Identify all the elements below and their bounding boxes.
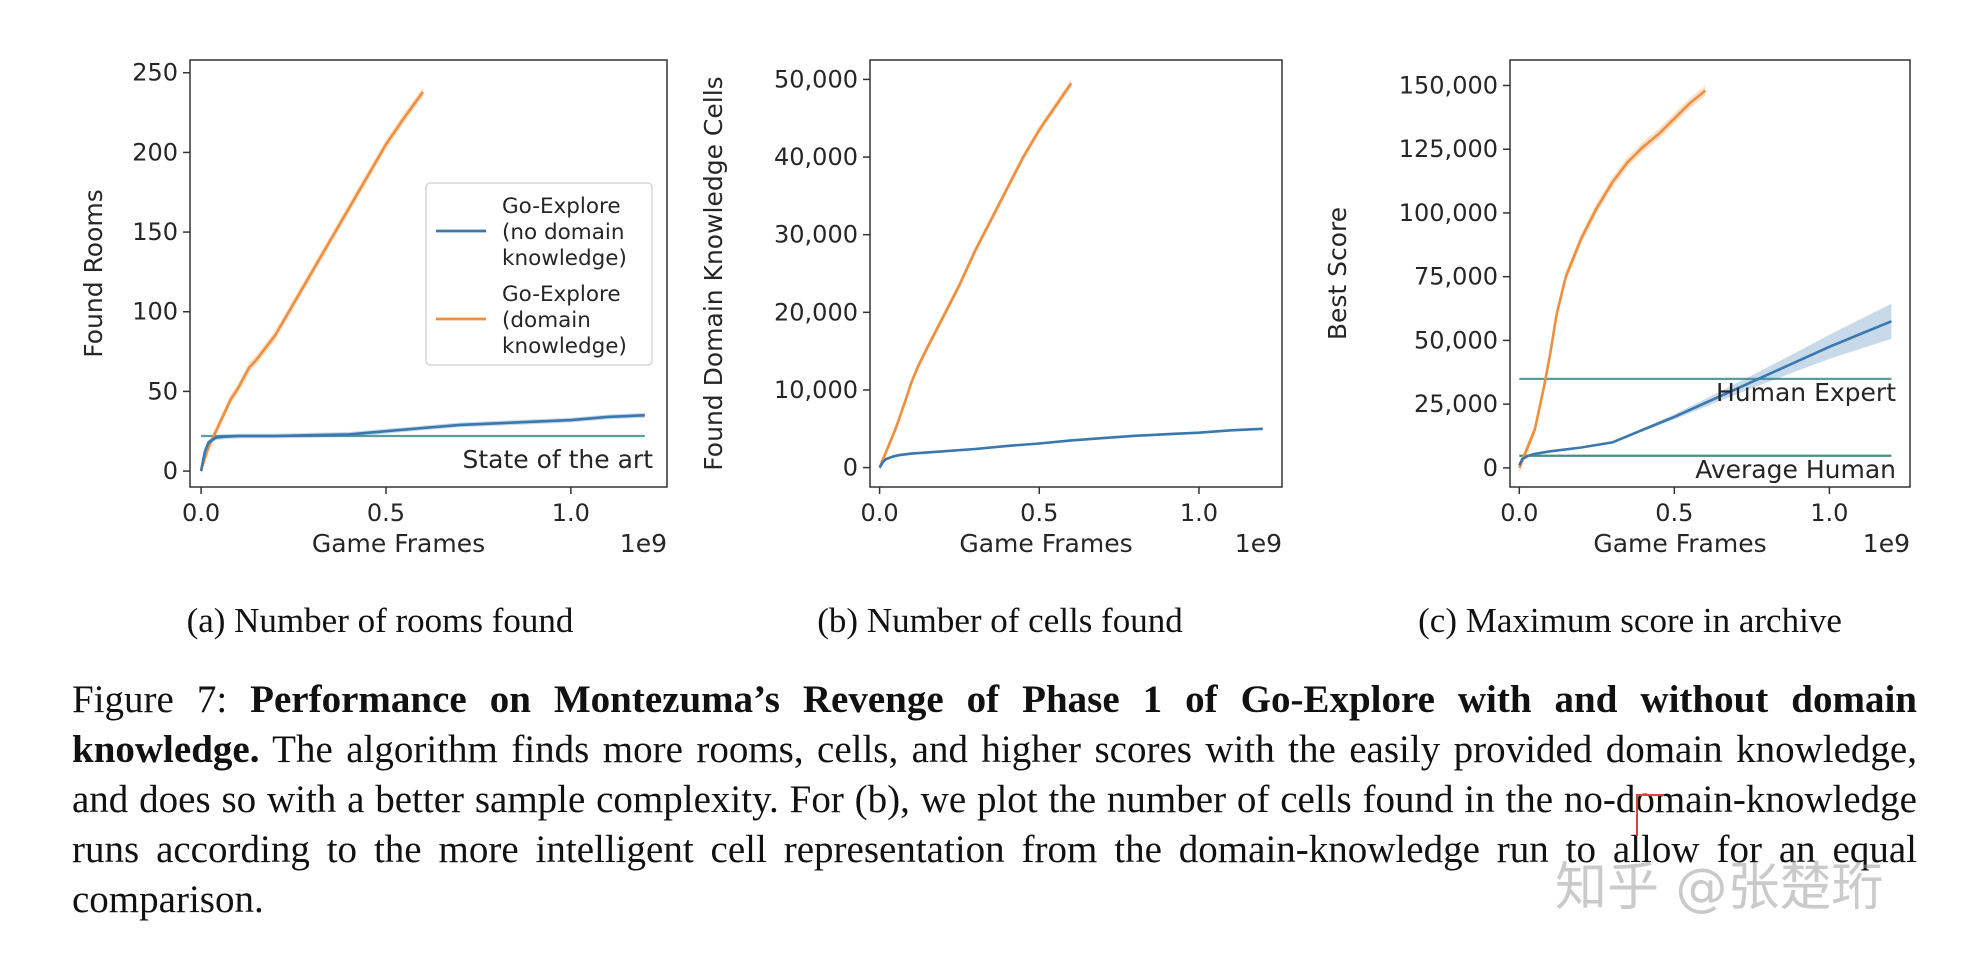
x-tick-label: 1.0 — [1810, 499, 1848, 527]
x-tick-label: 0.0 — [1500, 499, 1538, 527]
x-tick-label: 0.5 — [1655, 499, 1693, 527]
y-tick-label: 125,000 — [1399, 135, 1498, 163]
legend-label: Go-Explore — [502, 194, 621, 219]
series-band — [201, 87, 423, 475]
chart-panel-3: Human Expert Average Human 0 25,000 50,000 75… — [1323, 59, 1911, 640]
subcaption: (a) Number of rooms found — [187, 601, 574, 640]
y-tick-label: 150 — [132, 218, 178, 246]
y-axis-label: Best Score — [1323, 207, 1352, 340]
legend-label: (no domain — [502, 220, 625, 245]
plot-frame — [869, 59, 1283, 488]
x-axis-label: Game Frames — [1593, 529, 1766, 558]
y-axis-label: Found Rooms — [79, 189, 108, 358]
y-tick-label: 100 — [132, 298, 178, 326]
legend-label: knowledge) — [502, 334, 627, 359]
series-line — [1518, 320, 1892, 466]
subcaption: (b) Number of cells found — [817, 601, 1183, 640]
y-tick-label: 250 — [132, 59, 178, 87]
x-tick-label: 0.0 — [182, 499, 220, 527]
caption-body: The algorithm finds more rooms, cells, a… — [72, 728, 1917, 921]
reference-line-label: Average Human — [1695, 455, 1896, 484]
x-tick-label: 0.5 — [367, 499, 405, 527]
y-tick-label: 50 — [147, 377, 178, 405]
y-tick-label: 25,000 — [1414, 390, 1498, 418]
y-tick-label: 40,000 — [774, 143, 858, 171]
x-tick-label: 1.0 — [1180, 499, 1218, 527]
x-tick-label: 1.0 — [552, 499, 590, 527]
y-tick-label: 0 — [1483, 454, 1498, 482]
x-axis-label: Game Frames — [312, 529, 485, 558]
x-scale-label: 1e9 — [1863, 529, 1910, 558]
x-axis-label: Game Frames — [959, 529, 1132, 558]
y-tick-label: 200 — [132, 138, 178, 166]
y-tick-label: 50,000 — [774, 65, 858, 93]
caption-prefix: Figure 7: — [72, 678, 251, 721]
series-line — [1518, 89, 1707, 469]
reference-line-label: Human Expert — [1716, 378, 1896, 407]
series-line — [878, 82, 1073, 469]
caption-bold: Performance on Montezuma’s Revenge of Ph… — [72, 678, 1917, 771]
series-line — [199, 414, 645, 472]
y-tick-label: 30,000 — [774, 221, 858, 249]
series-band — [879, 79, 1072, 472]
series-band — [201, 412, 645, 474]
plot-frame — [189, 59, 668, 488]
chart-panel-2: 0 10,000 20,000 30,000 40,000 50,000 0.0 0.5 1.0… — [699, 59, 1283, 640]
y-tick-label: 75,000 — [1414, 263, 1498, 291]
x-scale-label: 1e9 — [620, 529, 667, 558]
figure-panels: State of the art 0 50 100 150 200 250 0.0 0.5 1.0… — [79, 59, 1911, 640]
legend-label: (domain — [502, 308, 591, 333]
y-tick-label: 0 — [163, 457, 178, 485]
figure-caption: Figure 7: Performance on Montezuma’s Rev… — [72, 675, 1917, 925]
legend-label: Go-Explore — [502, 282, 621, 307]
x-scale-label: 1e9 — [1235, 529, 1282, 558]
highlight-marker — [1636, 794, 1664, 836]
y-tick-label: 50,000 — [1414, 326, 1498, 354]
chart-panel-1: State of the art 0 50 100 150 200 250 0.0 0.5 1.0… — [79, 59, 668, 640]
series-line — [878, 427, 1263, 469]
reference-line-label: State of the art — [462, 445, 653, 474]
series-line — [199, 91, 425, 470]
y-tick-label: 150,000 — [1399, 71, 1498, 99]
y-tick-label: 10,000 — [774, 376, 858, 404]
legend: Go-Explore(no domainknowledge)Go-Explore… — [425, 182, 653, 366]
y-tick-label: 0 — [843, 454, 858, 482]
series-band — [879, 427, 1263, 469]
subcaption: (c) Maximum score in archive — [1418, 601, 1842, 640]
x-tick-label: 0.5 — [1020, 499, 1058, 527]
x-tick-label: 0.0 — [860, 499, 898, 527]
y-tick-label: 20,000 — [774, 298, 858, 326]
y-tick-label: 100,000 — [1399, 199, 1498, 227]
y-axis-label: Found Domain Knowledge Cells — [699, 76, 728, 470]
watermark: 知乎 @张楚珩 — [1555, 858, 1884, 918]
legend-label: knowledge) — [502, 246, 627, 271]
plot-frame — [1509, 59, 1911, 488]
